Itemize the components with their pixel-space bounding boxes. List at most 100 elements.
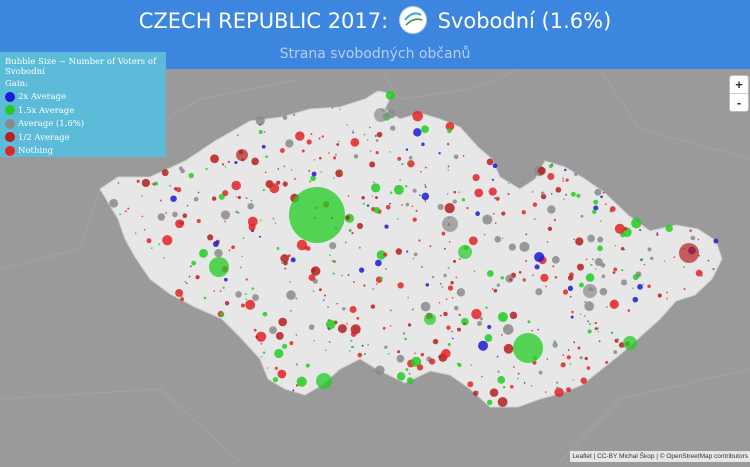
voter-bubble — [260, 343, 263, 345]
voter-bubble — [444, 202, 455, 214]
voter-bubble — [379, 276, 383, 281]
voter-bubble — [545, 285, 547, 288]
voter-bubble — [222, 286, 225, 289]
voter-bubble — [689, 229, 692, 232]
voter-bubble — [441, 231, 446, 236]
voter-bubble — [263, 131, 266, 133]
voter-bubble — [452, 199, 457, 204]
voter-bubble — [240, 303, 245, 308]
voter-bubble — [280, 254, 289, 263]
voter-bubble — [538, 370, 543, 375]
voter-bubble — [334, 153, 337, 156]
voter-bubble — [492, 212, 495, 215]
voter-bubble — [396, 354, 405, 363]
map-view[interactable] — [0, 68, 750, 463]
map-canvas[interactable] — [0, 68, 750, 463]
voter-bubble — [458, 258, 461, 260]
voter-bubble — [517, 377, 519, 380]
voter-bubble — [261, 144, 266, 149]
voter-bubble — [500, 276, 504, 280]
voter-bubble — [389, 202, 391, 205]
legend-swatch-icon — [5, 118, 15, 129]
voter-bubble — [438, 355, 442, 359]
voter-bubble — [308, 274, 316, 281]
voter-bubble — [253, 328, 257, 332]
title-party: Svobodní (1.6%) — [437, 9, 612, 33]
voter-bubble — [407, 160, 410, 163]
voter-bubble — [250, 199, 253, 202]
voter-bubble — [513, 333, 543, 363]
voter-bubble — [613, 267, 618, 272]
voter-bubble — [406, 377, 414, 384]
voter-bubble — [370, 304, 376, 309]
voter-bubble — [363, 352, 367, 356]
map-attribution[interactable]: Leaflet | CC-BY Michal Škop | © OpenStre… — [570, 451, 750, 462]
voter-bubble — [136, 179, 140, 183]
voter-bubble — [373, 181, 375, 184]
voter-bubble — [322, 299, 325, 301]
voter-bubble — [289, 341, 294, 346]
legend-heading: Bubble Size ~ Number of Voters of Svobod… — [5, 57, 157, 77]
voter-bubble — [283, 260, 288, 266]
voter-bubble — [614, 244, 617, 247]
voter-bubble — [447, 285, 454, 291]
voter-bubble — [535, 288, 543, 296]
legend-swatch-icon — [5, 145, 15, 156]
voter-bubble — [424, 185, 427, 188]
voter-bubble — [425, 283, 430, 287]
voter-bubble — [410, 356, 422, 368]
voter-bubble — [597, 236, 604, 243]
voter-bubble — [424, 200, 427, 202]
voter-bubble — [713, 238, 719, 244]
voter-bubble — [546, 241, 549, 243]
voter-bubble — [397, 282, 404, 289]
voter-bubble — [600, 262, 606, 268]
voter-bubble — [421, 192, 430, 201]
legend-item: 1/2 Average — [5, 132, 161, 146]
voter-bubble — [614, 223, 625, 234]
voter-bubble — [389, 325, 392, 327]
voter-bubble — [405, 368, 409, 371]
voter-bubble — [439, 314, 442, 317]
voter-bubble — [157, 213, 166, 221]
voter-bubble — [328, 341, 331, 343]
voter-bubble — [621, 268, 624, 272]
voter-bubble — [474, 188, 484, 198]
voter-bubble — [352, 131, 354, 134]
voter-bubble — [637, 283, 643, 290]
voter-bubble — [331, 260, 335, 263]
voter-bubble — [502, 385, 506, 389]
voter-bubble — [623, 248, 625, 251]
voter-bubble — [290, 310, 292, 312]
voter-bubble — [412, 217, 417, 222]
voter-bubble — [647, 247, 652, 252]
voter-bubble — [258, 129, 263, 135]
zoom-out-button[interactable]: - — [736, 95, 742, 110]
voter-bubble — [396, 218, 399, 220]
voter-bubble — [420, 265, 424, 269]
zoom-in-button[interactable]: + — [730, 76, 748, 94]
voter-bubble — [310, 266, 321, 276]
voter-bubble — [276, 180, 281, 185]
voter-bubble — [537, 166, 546, 175]
voter-bubble — [382, 326, 386, 330]
voter-bubble — [507, 182, 510, 184]
voter-bubble — [318, 288, 322, 292]
voter-bubble — [231, 180, 242, 191]
voter-bubble — [218, 193, 225, 200]
voter-bubble — [547, 172, 555, 181]
voter-bubble — [282, 343, 288, 349]
voter-bubble — [544, 391, 547, 393]
voter-bubble — [383, 252, 388, 257]
voter-bubble — [534, 264, 540, 270]
voter-bubble — [540, 273, 549, 282]
voter-bubble — [587, 329, 592, 334]
voter-bubble — [274, 222, 277, 224]
voter-bubble — [272, 217, 275, 220]
voter-bubble — [424, 166, 427, 169]
voter-bubble — [180, 168, 185, 174]
voter-bubble — [468, 236, 478, 246]
voter-bubble — [463, 322, 466, 325]
voter-bubble — [412, 188, 417, 193]
voter-bubble — [358, 246, 361, 249]
